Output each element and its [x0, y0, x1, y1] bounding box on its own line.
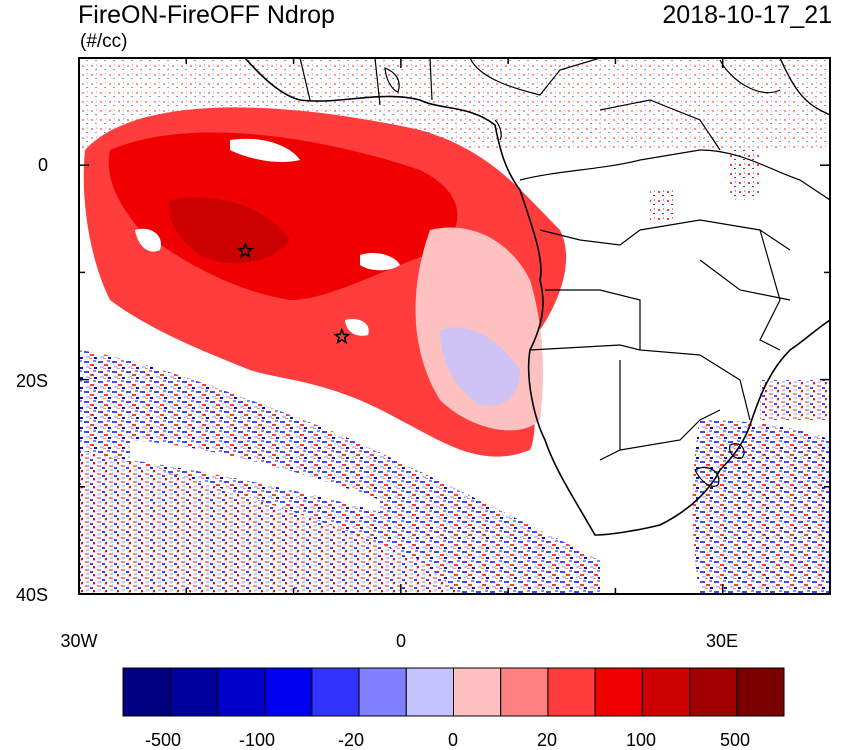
colorbar-label: 20 [536, 730, 558, 750]
country-borders [299, 58, 830, 487]
east-coast-blob [760, 380, 830, 420]
southeast-noise-band [692, 420, 830, 594]
y-tick-label: 20S [15, 371, 48, 391]
plume-hole [360, 253, 400, 271]
plot-datetime: 2018-10-17_21 [662, 1, 832, 29]
smoke-plume-max [169, 197, 290, 264]
star-marker [333, 327, 351, 345]
colorbar-label: 0 [447, 730, 458, 750]
units-label: (#/cc) [80, 31, 128, 52]
x-tick-label: 30E [705, 631, 739, 651]
colorbar-label: -100 [238, 730, 276, 750]
plume-blue-region [440, 327, 520, 406]
colorbar-label: 100 [625, 730, 657, 750]
plot-title: FireON-FireOFF Ndrop [78, 1, 335, 29]
clear-streak [130, 440, 380, 512]
marker-layer [236, 241, 351, 345]
east-africa-coastline [779, 58, 830, 116]
axis-ticks [78, 57, 831, 595]
x-tick-label: 0 [395, 631, 406, 651]
colorbar-label: 500 [719, 730, 751, 750]
x-tick-label: 30W [60, 631, 98, 651]
lake-outline [384, 67, 400, 93]
map-frame [78, 57, 831, 595]
plume-hole [345, 318, 369, 336]
y-tick-label: 0 [37, 155, 48, 175]
colorbar-label: -500 [144, 730, 182, 750]
y-tick-label: 40S [15, 585, 48, 605]
plume-hole [230, 138, 300, 162]
africa-coastline [244, 58, 830, 536]
colorbar-label: -20 [337, 730, 364, 750]
island-outline [494, 119, 502, 141]
southern-noise-band-2 [79, 450, 460, 594]
star-marker [236, 241, 255, 259]
inland-speckles [650, 190, 675, 220]
plume-hole [135, 228, 161, 252]
